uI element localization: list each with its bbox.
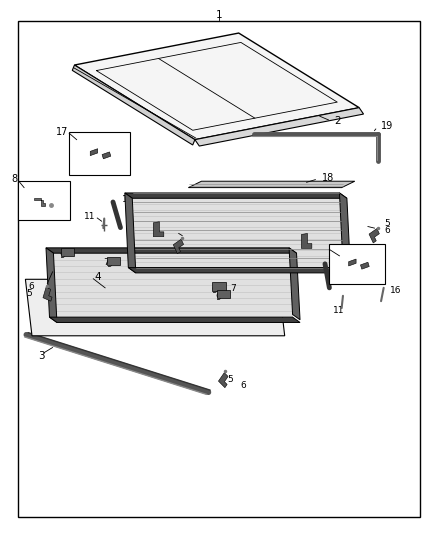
Text: 15: 15 [162, 234, 173, 243]
Text: 13: 13 [211, 226, 223, 235]
Text: 11: 11 [333, 306, 344, 314]
Polygon shape [34, 198, 45, 206]
Text: 14: 14 [141, 220, 152, 228]
Bar [18, 181, 70, 220]
Polygon shape [188, 181, 355, 188]
Text: 15: 15 [314, 240, 326, 248]
Polygon shape [107, 257, 120, 265]
Text: 5: 5 [187, 230, 193, 239]
Text: 12: 12 [331, 278, 342, 287]
Text: 7: 7 [103, 258, 109, 266]
Polygon shape [125, 193, 136, 273]
Text: 7: 7 [230, 285, 236, 293]
Text: 16: 16 [390, 286, 401, 295]
Text: 11: 11 [84, 213, 95, 221]
Text: 8: 8 [11, 174, 18, 184]
Polygon shape [125, 193, 347, 198]
Text: 6: 6 [385, 226, 390, 235]
Polygon shape [217, 290, 230, 298]
Polygon shape [25, 279, 285, 336]
Text: 5: 5 [26, 289, 32, 297]
Text: 5: 5 [385, 220, 390, 228]
Text: 6: 6 [28, 282, 34, 291]
Text: 18: 18 [322, 173, 334, 183]
Polygon shape [128, 268, 350, 273]
Polygon shape [301, 233, 312, 248]
Text: 9: 9 [211, 286, 217, 295]
Polygon shape [43, 287, 52, 301]
Text: 1: 1 [215, 11, 223, 20]
Text: 15: 15 [329, 243, 342, 253]
Text: 4: 4 [94, 272, 101, 282]
Polygon shape [349, 259, 356, 266]
Bar [69, 132, 130, 175]
Text: 19: 19 [381, 122, 393, 131]
Polygon shape [102, 152, 111, 159]
Polygon shape [53, 253, 293, 317]
Text: 17: 17 [56, 127, 68, 136]
Text: 2: 2 [334, 116, 340, 126]
Polygon shape [153, 222, 164, 237]
Polygon shape [195, 108, 364, 146]
Bar [329, 244, 385, 284]
Text: 12: 12 [122, 196, 133, 204]
Polygon shape [49, 317, 300, 322]
Text: 15: 15 [180, 246, 191, 255]
Polygon shape [132, 198, 343, 268]
Text: 6: 6 [177, 239, 183, 248]
Polygon shape [369, 229, 379, 243]
Text: 9: 9 [106, 261, 112, 269]
Polygon shape [72, 65, 195, 145]
Text: 6: 6 [240, 382, 246, 390]
Text: 10: 10 [186, 261, 198, 270]
Text: 9: 9 [215, 294, 221, 302]
Polygon shape [219, 373, 228, 387]
Text: 5: 5 [227, 375, 233, 384]
Polygon shape [46, 248, 57, 322]
Polygon shape [360, 262, 369, 269]
Polygon shape [339, 193, 350, 269]
Text: 9: 9 [59, 252, 65, 260]
Text: 13: 13 [276, 231, 287, 240]
Text: 3: 3 [39, 351, 45, 361]
Polygon shape [289, 248, 300, 320]
Polygon shape [74, 33, 359, 140]
Polygon shape [212, 282, 226, 291]
Polygon shape [46, 248, 297, 253]
Polygon shape [90, 149, 98, 156]
Text: 15: 15 [337, 252, 349, 260]
Text: 14: 14 [312, 231, 323, 240]
Polygon shape [61, 248, 74, 256]
Polygon shape [173, 239, 184, 254]
